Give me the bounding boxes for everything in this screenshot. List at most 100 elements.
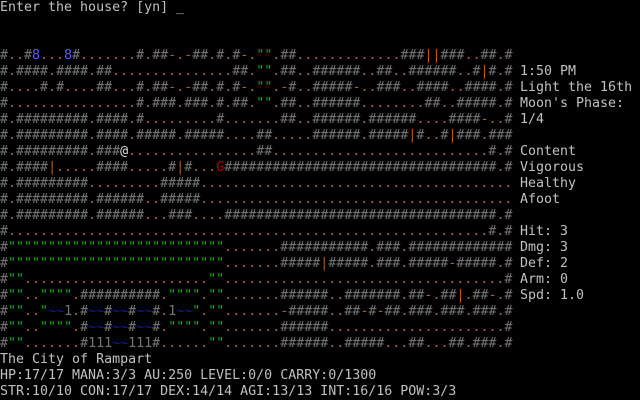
wall-tiles: ######### [16,176,89,191]
floor-tiles: ... [112,80,137,95]
floor-tiles: .. [392,64,409,79]
floor-tiles: . [88,128,97,143]
floor-tiles: . [48,80,57,95]
map-row: #"".."~~1.#~~#~~#~~#.1~~"."".......-####… [0,304,513,320]
dungeon-map[interactable]: #..#8...8#.......#.##-.-##.#.#-."".##...… [0,48,513,352]
floor-tiles: . [224,48,233,63]
prompt-text: Enter the house? [yn] [0,0,177,15]
floor-tiles: .... [224,128,257,143]
open-door: - [352,80,361,95]
wall-tiles: # [472,64,481,79]
wall-tiles: #### [96,112,129,127]
floor-tiles: . [360,112,369,127]
wall-tiles: # [0,192,9,207]
floor-tiles: .. [488,112,505,127]
floor-tiles: . [400,288,409,303]
wall-tiles: # [288,80,297,95]
wall-tiles: ##### [312,80,353,95]
floor-tiles: . [176,80,185,95]
wall-tiles: # [80,320,89,335]
wall-tiles: ######### [16,208,89,223]
floor-tiles: . [496,288,505,303]
map-row: #"".."""".##########.""""."".......#####… [0,288,513,304]
floor-tiles: . [496,80,505,95]
floor-tiles: ....... [224,240,281,255]
moon-phase-label: Moon's Phase: [520,96,625,111]
grass-tiles: "" [208,304,225,319]
floor-tiles: ........................... [272,144,489,159]
floor-tiles: . [200,304,209,319]
floor-tiles: . [8,160,17,175]
wall-tiles: ## [256,128,273,143]
wall-tiles: # [504,144,513,159]
location-name: The City of Rampart [0,352,153,367]
floor-tiles: ... [144,208,169,223]
wall-tiles: # [0,256,9,271]
floor-tiles: ........................................… [8,224,489,239]
wall-tiles: # [216,48,225,63]
wall-tiles: # [152,320,161,335]
wall-tiles: # [504,80,513,95]
open-door: | [448,128,457,143]
moon-phase-value: 1/4 [520,112,545,127]
floor-tiles: ... [192,160,217,175]
floor-tiles: ............. [296,48,401,63]
wall-tiles: ### [152,96,177,111]
floor-tiles: .. [328,288,345,303]
water-tiles: ~~ [88,304,105,319]
wall-tiles: ################################## [224,160,497,175]
wall-tiles: ## [280,112,297,127]
wall-tiles: ## [344,304,361,319]
wall-tiles: ## [280,64,297,79]
wall-tiles: ######### [16,112,89,127]
floor-tiles: .. [328,336,345,351]
floor-tiles: .... [416,112,449,127]
wall-tiles: ## [384,304,401,319]
floor-tiles: ...................... [328,320,505,335]
wall-tiles: #### [16,64,49,79]
floor-tiles: . [72,288,81,303]
wall-tiles: # [0,320,9,335]
wall-tiles: # [24,48,33,63]
wall-tiles: ###### [312,64,361,79]
wall-tiles: # [0,96,9,111]
wall-tiles: # [40,80,49,95]
floor-tiles: .. [360,80,377,95]
floor-tiles: . [200,320,209,335]
water-tiles: ~~ [176,304,193,319]
shop-entrance: 8 [64,48,73,63]
floor-tiles: ..... [56,160,97,175]
floor-tiles: ... [384,336,409,351]
floor-tiles: ......... [144,112,217,127]
wall-tiles: #### [96,128,129,143]
floor-tiles: . [200,288,209,303]
water-tiles: ~~ [136,320,153,335]
floor-tiles: . [496,224,505,239]
open-door: - [280,304,289,319]
wall-tiles: ##### [280,256,321,271]
grass-tiles: "" [8,336,25,351]
wall-tiles: # [232,80,241,95]
floor-tiles: ... [40,48,65,63]
wall-tiles: ############# [408,240,513,255]
floor-tiles: . [160,320,169,335]
floor-tiles: ..... [128,160,169,175]
grass-tiles: "" [256,96,273,111]
monster: G [216,160,225,175]
floor-tiles: .. [360,64,377,79]
wall-tiles: ### [184,96,209,111]
wall-tiles: # [0,128,9,143]
floor-tiles: . [400,256,409,271]
floor-tiles: . [272,96,281,111]
wall-tiles: # [0,160,9,175]
grass-tiles: " [192,304,201,319]
map-row: #.#########.####.#.........#.......##..#… [0,112,513,128]
grass-tiles: """" [40,320,73,335]
map-row: #....#.#....##...#.##-.-##.#.#-."".-#..#… [0,80,513,96]
game-date: Light the 16th [520,80,633,95]
floor-tiles: ............... [112,64,233,79]
wall-tiles: ## [424,96,441,111]
wall-tiles: ##### [408,256,449,271]
shop-entrance: 1 [64,304,73,319]
floor-tiles: . [176,96,185,111]
